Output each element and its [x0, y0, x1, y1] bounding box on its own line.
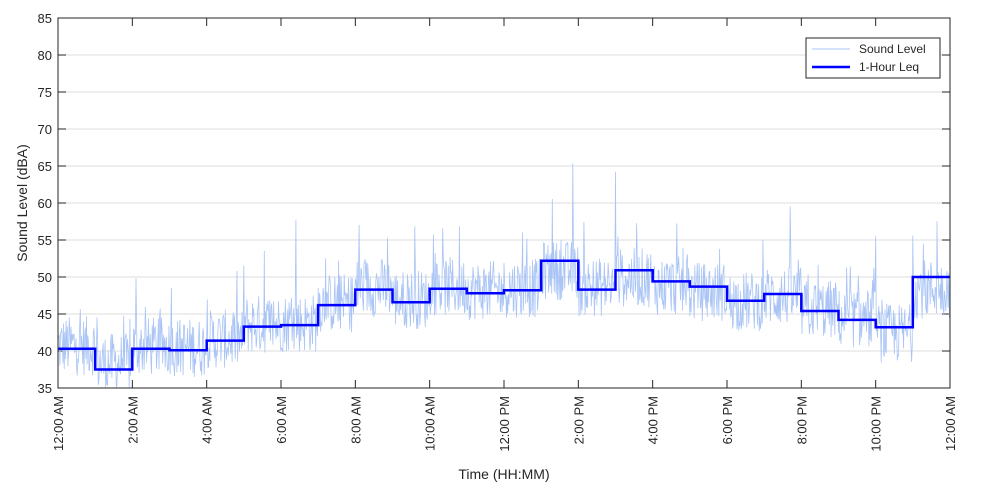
- y-tick-label: 85: [38, 11, 52, 26]
- y-tick-label: 60: [38, 196, 52, 211]
- x-tick-label: 6:00 PM: [720, 396, 735, 444]
- x-tick-label: 8:00 PM: [794, 396, 809, 444]
- x-tick-label: 4:00 AM: [200, 396, 215, 444]
- sound-level-series: [57, 163, 951, 389]
- x-tick-label: 12:00 AM: [51, 396, 66, 451]
- x-tick-label: 10:00 PM: [869, 396, 884, 452]
- legend: Sound Level 1-Hour Leq: [805, 37, 941, 79]
- x-tick-label: 10:00 AM: [423, 396, 438, 451]
- y-tick-label: 80: [38, 48, 52, 63]
- y-tick-label: 50: [38, 270, 52, 285]
- x-tick-label: 12:00 PM: [497, 396, 512, 452]
- sound-level-line: [57, 163, 951, 389]
- y-axis-title: Sound Level (dBA): [14, 144, 30, 262]
- legend-box: [805, 37, 941, 79]
- y-tick-label: 65: [38, 159, 52, 174]
- legend-label-leq: 1-Hour Leq: [859, 60, 919, 74]
- plot-border: [57, 17, 951, 389]
- y-tick-label: 35: [38, 381, 52, 396]
- y-tick-label: 45: [38, 307, 52, 322]
- x-tick-label: 8:00 AM: [348, 396, 363, 444]
- leq-series: [58, 259, 950, 371]
- y-tick-label: 70: [38, 122, 52, 137]
- x-axis-title: Time (HH:MM): [458, 466, 549, 482]
- y-tick-label: 40: [38, 344, 52, 359]
- y-tick-labels: 35 40 45 50 55 60 65 70 75 80 85: [38, 11, 52, 396]
- x-tick-label: 2:00 PM: [571, 396, 586, 444]
- x-tick-label: 2:00 AM: [125, 396, 140, 444]
- x-tick-label: 12:00 AM: [943, 396, 958, 451]
- x-tick-label: 4:00 PM: [646, 396, 661, 444]
- x-tick-labels: 12:00 AM 2:00 AM 4:00 AM 6:00 AM 8:00 AM 10:0…: [51, 396, 958, 452]
- y-tick-label: 55: [38, 233, 52, 248]
- leq-step-line: [58, 259, 950, 371]
- legend-label-sound-level: Sound Level: [859, 42, 926, 56]
- y-tick-label: 75: [38, 85, 52, 100]
- x-tick-label: 6:00 AM: [274, 396, 289, 444]
